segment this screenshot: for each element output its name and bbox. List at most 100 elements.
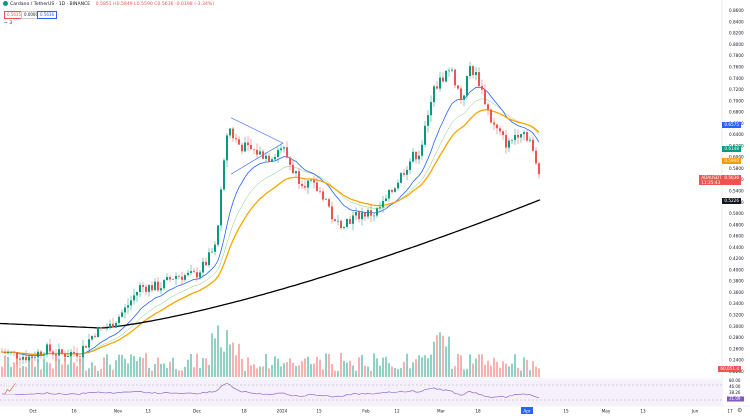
gear-icon[interactable]: ⚙ <box>737 407 743 414</box>
volume-bar <box>184 366 186 377</box>
candle <box>457 85 459 91</box>
volume-bar <box>130 354 132 377</box>
candle <box>418 150 420 165</box>
volume-bar <box>382 357 384 377</box>
volume-bar <box>406 353 408 377</box>
volume-bar <box>466 368 468 377</box>
volume-bar <box>319 359 321 377</box>
volume-bar <box>97 370 99 377</box>
ema-value-badge: 0.5226 <box>722 197 741 204</box>
candle <box>16 351 18 365</box>
symbol-title[interactable]: Cardano / TetherUS · 1D · BINANCE <box>10 2 91 7</box>
candle <box>202 257 204 278</box>
candle <box>487 102 489 116</box>
candle <box>523 130 525 141</box>
candle <box>379 201 381 213</box>
volume-bar <box>238 343 240 377</box>
candle <box>127 298 129 314</box>
volume-bar <box>241 358 243 377</box>
time-tick-label: 16 <box>71 409 77 414</box>
candle <box>259 146 261 155</box>
rsi-tick-label: 46.00 <box>729 384 741 389</box>
volume-bar <box>475 358 477 377</box>
candle <box>244 136 246 153</box>
volume-bar <box>313 363 315 377</box>
price-axis: 0.8600 0.8400 0.8200 0.8000 0.7800 0.7600 0.74… <box>729 8 744 374</box>
volume-bar <box>139 356 141 377</box>
volume-bar <box>460 355 462 377</box>
volume-bar <box>244 370 246 377</box>
candle <box>367 207 369 220</box>
volume-bar <box>196 353 198 377</box>
candle <box>175 272 177 286</box>
volume-bar <box>472 363 474 377</box>
volume-bar <box>478 354 480 377</box>
time-tick-label: 18 <box>475 409 481 414</box>
ema-value-badge: 0.6575 <box>722 121 741 128</box>
price-tick-label: 0.3000 <box>729 324 744 329</box>
rsi-tick-label: 31.09 <box>729 396 741 401</box>
candle <box>376 206 378 218</box>
volume-bar <box>31 354 33 377</box>
volume-bar <box>421 357 423 377</box>
candle <box>79 355 81 362</box>
buy-price-box[interactable]: 0.5636 <box>37 11 57 19</box>
volume-bar <box>334 370 336 377</box>
volume-bar <box>166 368 168 377</box>
candle <box>502 129 504 140</box>
tradingview-logo-icon[interactable]: 📈 <box>4 384 17 395</box>
candle <box>304 180 306 191</box>
ema-green-line <box>1 98 540 356</box>
volume-bar <box>346 362 348 377</box>
volume-bar <box>193 367 195 377</box>
volume-bar <box>379 365 381 377</box>
indicators-collapse-toggle[interactable]: ~ 3 <box>4 21 13 26</box>
volume-bar <box>505 363 507 377</box>
candle <box>13 350 15 357</box>
volume-badge: 60,051.4 <box>718 366 741 372</box>
price-tick-label: 0.4400 <box>729 245 744 250</box>
candle <box>328 197 330 209</box>
volume-bar <box>481 354 483 377</box>
candle <box>1 347 3 353</box>
candle <box>253 148 255 155</box>
volume-bar <box>511 363 513 377</box>
candle <box>349 215 351 224</box>
price-tick-label: 0.7000 <box>729 98 744 103</box>
candle <box>46 342 48 358</box>
volume-bar <box>115 360 117 377</box>
candle <box>331 201 333 224</box>
candle <box>10 351 12 356</box>
candle <box>109 319 111 330</box>
volume-bar <box>106 354 108 377</box>
price-tick-label: 0.4600 <box>729 234 744 239</box>
time-tick-label: Nov <box>114 409 123 414</box>
volume-bar <box>40 369 42 377</box>
volume-bar <box>304 358 306 377</box>
candle <box>337 215 339 226</box>
time-tick-label: Apr <box>523 409 531 414</box>
candle <box>133 288 135 305</box>
time-tick-label: 12 <box>394 409 400 414</box>
candle <box>154 278 156 291</box>
volume-bar <box>514 354 516 377</box>
volume-bar <box>217 325 219 377</box>
volume-bar <box>343 360 345 377</box>
volume-bar <box>442 335 444 377</box>
candle <box>112 317 114 329</box>
candle <box>301 180 303 189</box>
price-tick-label: 0.5000 <box>729 211 744 216</box>
volume-bar <box>247 357 249 377</box>
volume-bar <box>409 368 411 377</box>
price-tick-label: 0.5800 <box>729 166 744 171</box>
candle <box>397 179 399 191</box>
volume-bar <box>169 361 171 377</box>
time-tick-label: 2024 <box>277 409 288 414</box>
candle <box>538 161 540 179</box>
candle <box>340 219 342 230</box>
volume-bar <box>256 368 258 377</box>
price-tick-label: 0.7800 <box>729 53 744 58</box>
volume-bar <box>331 363 333 377</box>
